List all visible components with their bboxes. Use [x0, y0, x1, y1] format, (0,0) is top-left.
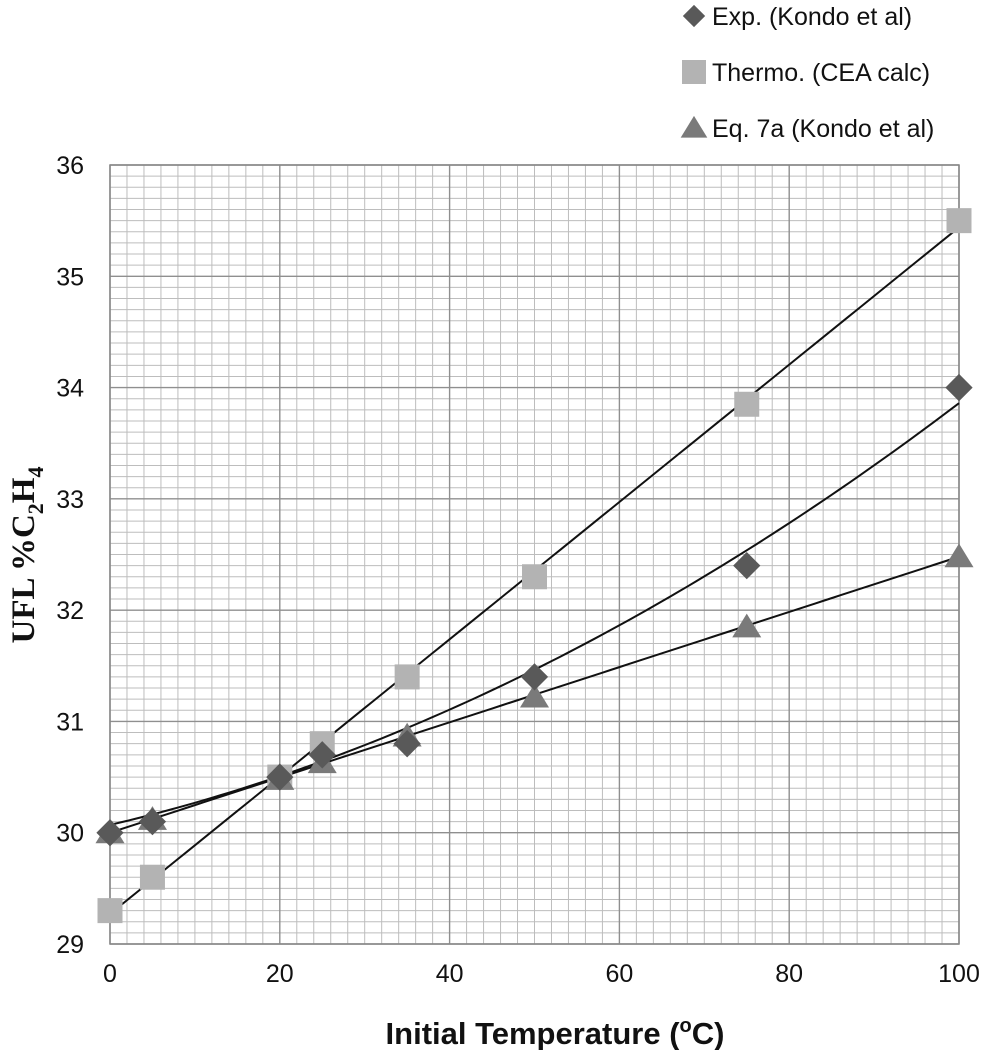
- x-tick-label: 80: [775, 960, 803, 988]
- x-tick-label: 0: [103, 960, 117, 988]
- y-axis-label-main: UFL %C: [6, 514, 42, 643]
- y-tick-label: 33: [56, 486, 84, 514]
- x-tick-label: 100: [938, 960, 980, 988]
- square-data-point: [394, 664, 420, 690]
- diamond-data-point: [308, 741, 336, 769]
- x-axis-label: Initial Temperature (oC): [386, 1015, 725, 1050]
- y-tick-label: 32: [56, 597, 84, 625]
- square-data-point: [139, 864, 165, 890]
- y-axis-tick-labels: 29 30 31 32 33 34 35 36: [56, 152, 84, 959]
- triangle-data-point: [519, 683, 550, 708]
- diamond-data-point: [96, 819, 124, 847]
- diamond-data-point: [393, 730, 421, 758]
- square-data-point: [946, 208, 972, 234]
- diamond-data-point: [945, 373, 973, 402]
- legend-label: Thermo. (CEA calc): [712, 59, 930, 87]
- x-axis-label-sup: o: [680, 1015, 692, 1037]
- diamond-data-point: [733, 551, 761, 580]
- y-tick-label: 31: [56, 708, 84, 736]
- y-tick-label: 35: [56, 263, 84, 291]
- legend-marker-triangle: [680, 115, 708, 138]
- legend-marker-square: [682, 60, 706, 84]
- legend: Exp. (Kondo et al) Thermo. (CEA calc) Eq. …: [680, 3, 934, 143]
- x-tick-label: 40: [436, 960, 464, 988]
- grid-minor: [110, 165, 959, 944]
- legend-label: Eq. 7a (Kondo et al): [712, 115, 934, 143]
- legend-marker-diamond: [682, 4, 706, 28]
- y-tick-label: 34: [56, 375, 84, 403]
- diamond-data-point: [520, 663, 549, 691]
- y-axis-label-sub2: 4: [23, 467, 48, 478]
- markers: [95, 208, 974, 924]
- x-axis-label-main: Initial Temperature (: [386, 1016, 681, 1050]
- x-tick-label: 20: [266, 960, 294, 988]
- y-axis-label-sub1: 2: [23, 503, 48, 514]
- diamond-data-point: [266, 763, 294, 791]
- triangle-data-point: [944, 543, 974, 568]
- y-tick-label: 36: [56, 152, 84, 180]
- y-axis-label: UFL %C2H4: [6, 467, 48, 644]
- square-data-point: [734, 391, 760, 417]
- triangle-data-point: [732, 613, 762, 638]
- y-tick-label: 29: [56, 931, 84, 959]
- x-tick-label: 60: [605, 960, 633, 988]
- legend-label: Exp. (Kondo et al): [712, 3, 912, 31]
- square-data-point: [97, 898, 123, 924]
- x-axis-tick-labels: 0 20 40 60 80 100: [103, 960, 980, 988]
- y-axis-label-mid: H: [6, 477, 42, 503]
- diamond-data-point: [138, 807, 167, 836]
- square-data-point: [522, 564, 547, 590]
- x-axis-label-end: C): [692, 1016, 725, 1050]
- y-tick-label: 30: [56, 820, 84, 848]
